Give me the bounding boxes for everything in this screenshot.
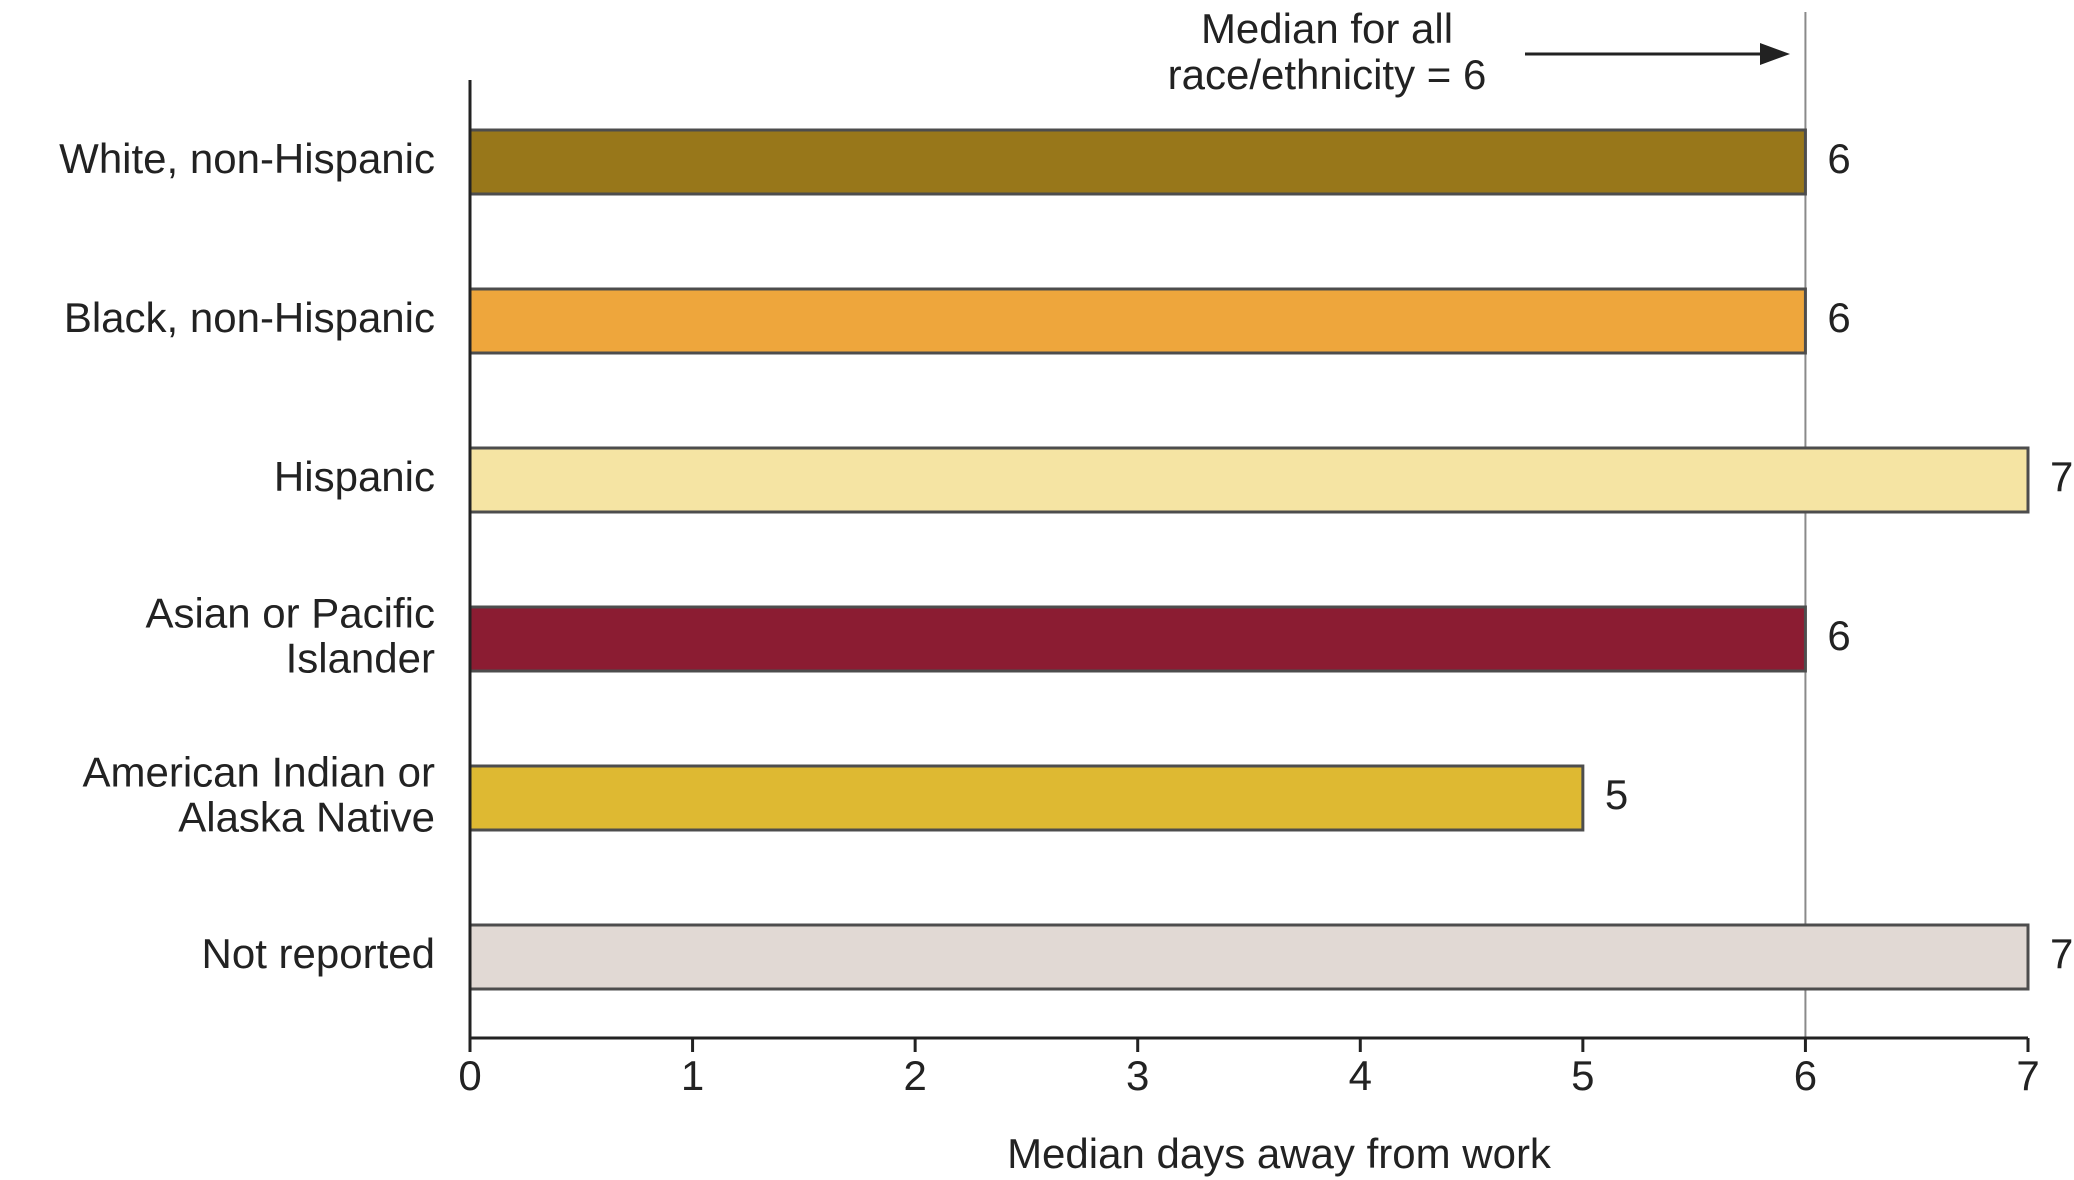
bars: White, non-Hispanic 6 Black, non-Hispanic 6… bbox=[59, 128, 2073, 991]
bar-asian-or-pacific-islander bbox=[468, 605, 1807, 673]
x-axis-title: Median days away from work bbox=[1007, 1130, 1552, 1177]
median-annotation: Median for all race/ethnicity = 6 bbox=[1168, 5, 1487, 98]
x-tick-label-0: 0 bbox=[458, 1052, 481, 1099]
x-tick-label-2: 2 bbox=[903, 1052, 926, 1099]
value-label-not-reported: 7 bbox=[2050, 930, 2073, 977]
value-label-white-non-hispanic: 6 bbox=[1827, 135, 1850, 182]
x-tick-label-4: 4 bbox=[1349, 1052, 1372, 1099]
bar-hispanic bbox=[468, 446, 2030, 514]
category-label-american-indian-or-alaska-native: American Indian or Alaska Native bbox=[82, 749, 435, 841]
category-label-asian-or-pacific-islander: Asian or Pacific Islander bbox=[146, 590, 435, 682]
value-label-hispanic: 7 bbox=[2050, 453, 2073, 500]
category-label-not-reported: Not reported bbox=[202, 930, 435, 977]
annotation-arrow-head bbox=[1760, 43, 1790, 65]
value-label-black-non-hispanic: 6 bbox=[1827, 294, 1850, 341]
x-tick-label-5: 5 bbox=[1571, 1052, 1594, 1099]
category-label-hispanic: Hispanic bbox=[274, 453, 435, 500]
axes: 0 1 2 3 4 5 6 7 bbox=[458, 80, 2040, 1099]
category-label-white-non-hispanic: White, non-Hispanic bbox=[59, 135, 435, 182]
category-label-black-non-hispanic: Black, non-Hispanic bbox=[64, 294, 435, 341]
median-reference: Median for all race/ethnicity = 6 bbox=[1168, 5, 1807, 1038]
x-tick-label-7: 7 bbox=[2016, 1052, 2039, 1099]
value-label-american-indian-or-alaska-native: 5 bbox=[1605, 771, 1628, 818]
x-tick-label-1: 1 bbox=[681, 1052, 704, 1099]
bar-black-non-hispanic bbox=[468, 287, 1807, 355]
x-tick-label-3: 3 bbox=[1126, 1052, 1149, 1099]
bar-not-reported bbox=[468, 923, 2030, 991]
x-tick-label-6: 6 bbox=[1794, 1052, 1817, 1099]
bar-white-non-hispanic bbox=[468, 128, 1807, 196]
bar-american-indian-or-alaska-native bbox=[468, 764, 1585, 832]
value-label-asian-or-pacific-islander: 6 bbox=[1827, 612, 1850, 659]
